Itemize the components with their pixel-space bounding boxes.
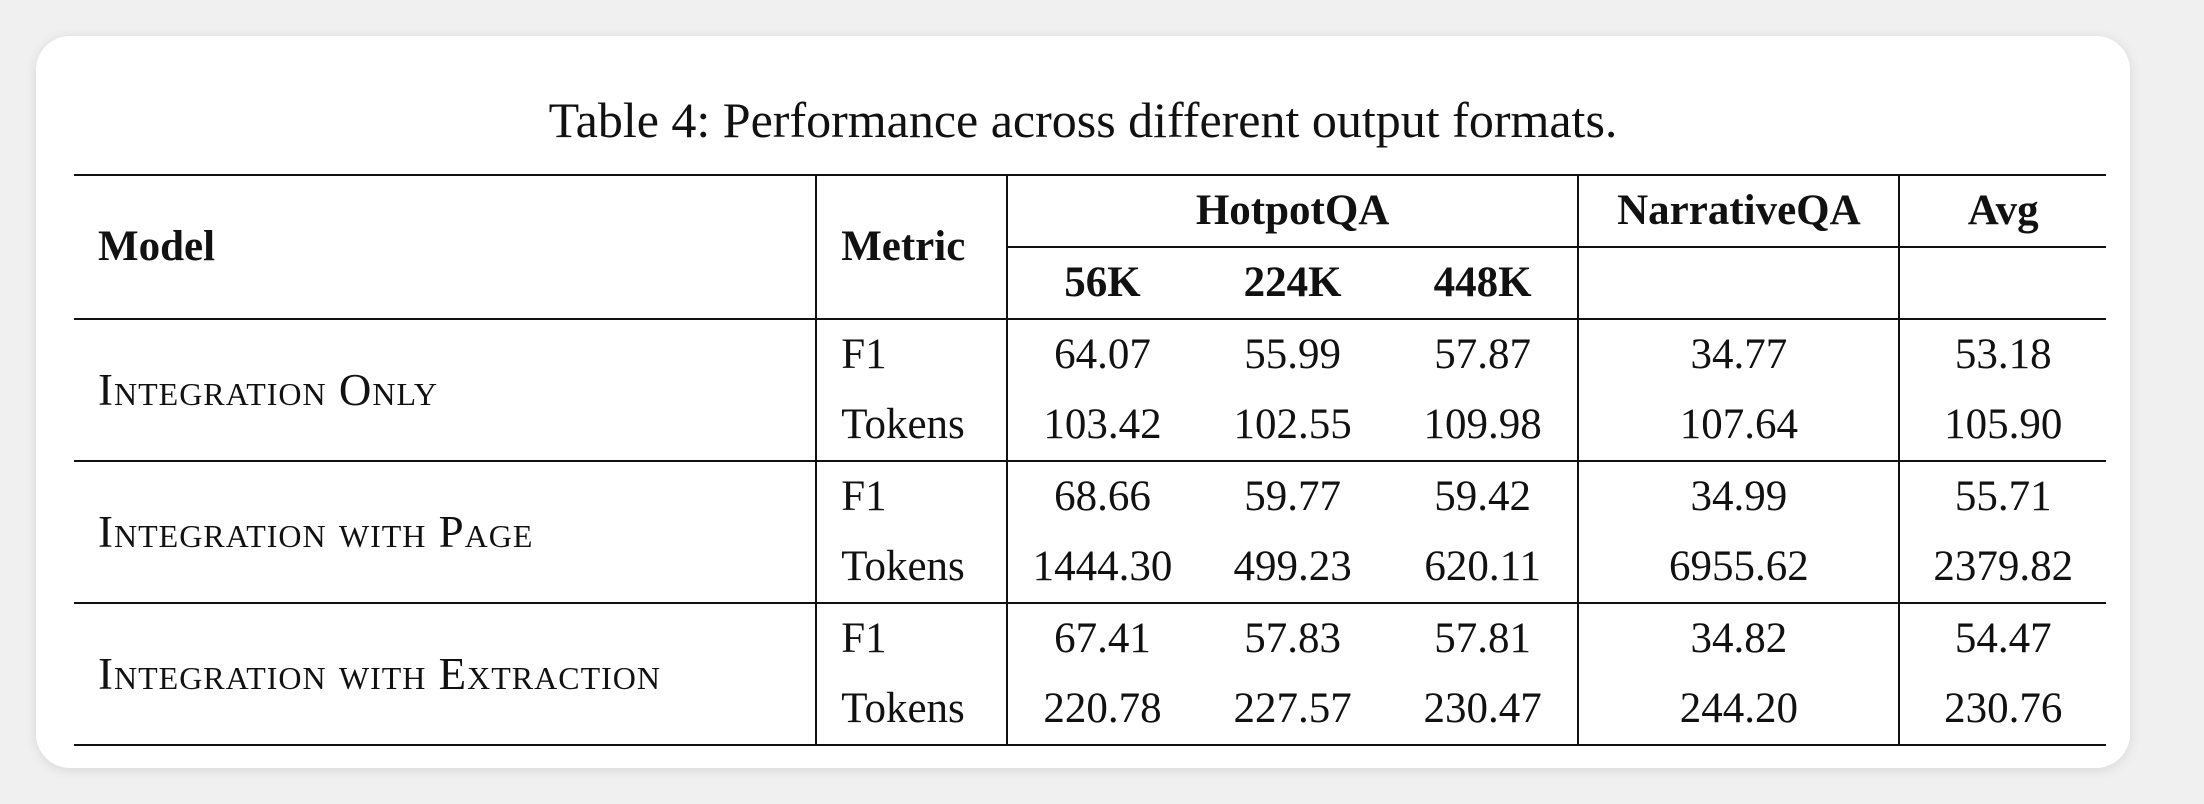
table-card: Table 4: Performance across different ou… [36, 36, 2130, 768]
cell-value: 57.87 [1387, 318, 1579, 390]
header-448k: 448K [1433, 259, 1532, 306]
cell-value: 64.07 [1005, 318, 1198, 390]
cell-value: 34.82 [1577, 602, 1900, 674]
header-metric: Metric [815, 174, 1007, 319]
cell-value: 59.77 [1197, 460, 1388, 532]
cell-value: 230.47 [1387, 674, 1579, 746]
header-avg: Avg [1898, 174, 2106, 248]
cell-value: 55.99 [1197, 318, 1388, 390]
header-56k: 56K [1005, 247, 1198, 319]
metric-label: Tokens [815, 390, 1007, 461]
header-model: Model [74, 174, 817, 319]
cell-value: 227.57 [1197, 674, 1388, 746]
table-row: Integration Only F1 64.07 55.99 57.87 34… [74, 318, 2106, 461]
cell-value: 105.90 [1898, 390, 2106, 461]
cell-value: 67.41 [1005, 602, 1198, 674]
metric-label: F1 [815, 318, 1007, 390]
cell-value: 1444.30 [1005, 532, 1198, 603]
cell-value: 230.76 [1898, 674, 2106, 746]
table-row: Integration with Extraction F1 67.41 57.… [74, 602, 2106, 746]
table-caption: Table 4: Performance across different ou… [548, 92, 1618, 148]
header-224k: 224K [1243, 259, 1342, 306]
cell-value: 6955.62 [1577, 532, 1900, 603]
cell-value: 107.64 [1577, 390, 1900, 461]
cell-value: 53.18 [1898, 318, 2106, 390]
cell-value: 2379.82 [1898, 532, 2106, 603]
metric-label: F1 [815, 602, 1007, 674]
header-hotpotqa: HotpotQA [1005, 174, 1579, 248]
cell-value: 499.23 [1233, 543, 1352, 590]
table-row: Tokens 1444.30 499.23 620.11 6955.62 237… [74, 532, 2106, 603]
cell-value: 34.99 [1577, 460, 1900, 532]
model-name: Integration with Page [74, 460, 817, 603]
cell-value: 103.42 [1005, 390, 1198, 461]
cell-value: 54.47 [1898, 602, 2106, 674]
cell-value: 57.83 [1197, 602, 1388, 674]
cell-value: 109.98 [1423, 401, 1542, 448]
table-row: Integration with Page F1 68.66 59.77 59.… [74, 460, 2106, 603]
cell-value: 68.66 [1005, 460, 1198, 532]
results-table: Model Metric HotpotQA NarrativeQA Avg 56… [74, 174, 2106, 746]
table-row: Tokens 220.78 227.57 230.47 244.20 230.7… [74, 674, 2106, 746]
header-row-2: 56K 224K 448K [74, 247, 2106, 319]
cell-value: 59.42 [1387, 460, 1579, 532]
cell-value: 220.78 [1005, 674, 1198, 746]
header-row-1: Model Metric HotpotQA NarrativeQA Avg [74, 174, 2106, 319]
cell-value: 244.20 [1577, 674, 1900, 746]
cell-value: 102.55 [1233, 401, 1352, 448]
model-name: Integration with Extraction [74, 602, 817, 746]
header-narrativeqa-empty [1577, 247, 1900, 319]
table-row: Tokens 103.42 102.55 109.98 107.64 105.9… [74, 390, 2106, 461]
cell-value: 620.11 [1424, 543, 1541, 590]
cell-value: 57.81 [1387, 602, 1579, 674]
metric-label: F1 [815, 460, 1007, 532]
metric-label: Tokens [815, 532, 1007, 603]
cell-value: 55.71 [1898, 460, 2106, 532]
header-narrativeqa: NarrativeQA [1577, 174, 1900, 248]
metric-label: Tokens [815, 674, 1007, 746]
header-avg-empty [1898, 247, 2106, 319]
model-name: Integration Only [74, 318, 817, 461]
cell-value: 34.77 [1577, 318, 1900, 390]
